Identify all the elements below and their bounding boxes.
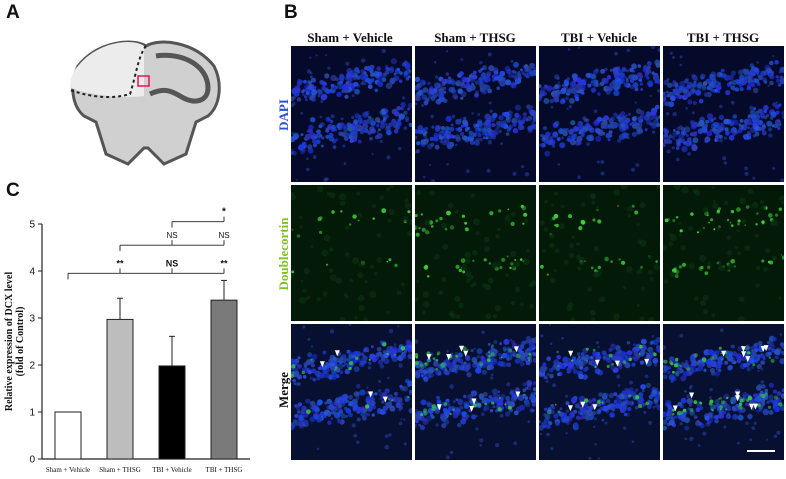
category-label: Sham + Vehicle — [46, 466, 90, 474]
arrowhead-marker — [760, 346, 766, 352]
bar — [54, 411, 82, 460]
row-label-merge: Merge — [276, 371, 291, 409]
significance-label: NS — [218, 231, 229, 240]
y-tick-label: 4 — [29, 267, 35, 278]
y-tick-label: 2 — [29, 361, 35, 372]
brain-section-illustration — [69, 40, 221, 166]
column-header: TBI + THSG — [686, 30, 760, 45]
dcx-micrograph — [415, 185, 536, 321]
arrowhead-marker — [513, 346, 519, 353]
category-label: Sham + THSG — [99, 466, 141, 474]
arrowhead-marker — [319, 361, 325, 368]
significance-label: ** — [116, 258, 124, 268]
arrowhead-marker — [735, 395, 741, 402]
arrowhead-marker — [471, 398, 477, 405]
merge-micrograph — [539, 324, 660, 460]
dcx-micrograph — [539, 185, 660, 321]
dapi-micrograph — [663, 46, 784, 182]
arrowhead-marker — [721, 350, 727, 357]
arrowhead-marker — [741, 351, 747, 358]
bar — [158, 365, 186, 460]
row-label-doublecortin: Doublecortin — [276, 217, 291, 291]
y-tick-label: 3 — [29, 314, 35, 325]
arrowhead-marker — [334, 350, 340, 357]
merge-micrograph — [291, 324, 412, 460]
bar — [106, 318, 134, 460]
arrowhead-marker — [580, 401, 586, 408]
merge-micrograph — [663, 324, 784, 460]
arrowhead-marker — [740, 346, 746, 353]
row-label-dapi: DAPI — [276, 99, 291, 131]
arrowhead-marker — [644, 358, 650, 365]
arrowhead-marker — [749, 403, 754, 410]
dcx-bar-chart: 0 1 2 3 4 5 Relative expression of DCX level (f… — [4, 207, 250, 474]
arrowhead-marker — [446, 354, 452, 360]
arrowhead-marker — [753, 403, 758, 410]
arrowhead-marker — [672, 405, 678, 412]
arrowhead-marker — [689, 392, 695, 399]
dapi-micrograph — [415, 46, 536, 182]
significance-label: NS — [166, 231, 177, 240]
category-label: TBI + Vehicle — [152, 466, 192, 474]
bar — [210, 299, 238, 460]
arrowhead-marker — [568, 350, 574, 357]
dcx-micrograph — [663, 185, 784, 321]
dapi-micrograph — [539, 46, 660, 182]
arrowhead-marker — [614, 360, 620, 367]
arrowhead-marker — [567, 405, 573, 412]
panel-label-c: C — [6, 180, 20, 201]
merge-micrograph — [415, 324, 536, 460]
arrowhead-marker — [594, 359, 600, 366]
y-tick-label: 5 — [29, 220, 35, 231]
column-header: Sham + Vehicle — [307, 30, 393, 45]
arrowhead-marker — [463, 350, 469, 357]
arrowhead-marker — [459, 345, 464, 352]
y-axis-label: (fold of Control) — [15, 307, 26, 377]
dcx-micrograph — [291, 185, 412, 321]
panel-label-a: A — [6, 2, 20, 23]
arrowhead-marker — [592, 404, 598, 411]
significance-label: ** — [220, 258, 228, 268]
arrowhead-marker — [469, 405, 475, 412]
significance-label: * — [222, 207, 226, 218]
dapi-micrograph — [291, 46, 412, 182]
category-label: TBI + THSG — [206, 466, 243, 474]
arrowhead-marker — [515, 391, 521, 398]
y-tick-label: 1 — [29, 408, 35, 419]
y-axis-label: Relative expression of DCX level — [4, 272, 15, 411]
y-tick-label: 0 — [29, 455, 35, 466]
arrowhead-marker — [436, 404, 442, 411]
column-header: Sham + THSG — [434, 30, 516, 45]
significance-label: NS — [166, 258, 179, 268]
arrowhead-marker — [426, 354, 432, 361]
arrowhead-marker — [368, 391, 374, 398]
arrowhead-marker — [735, 391, 741, 398]
panel-label-b: B — [284, 2, 298, 23]
arrowhead-marker — [382, 396, 388, 403]
column-header: TBI + Vehicle — [560, 30, 638, 45]
arrowhead-marker — [745, 356, 751, 363]
